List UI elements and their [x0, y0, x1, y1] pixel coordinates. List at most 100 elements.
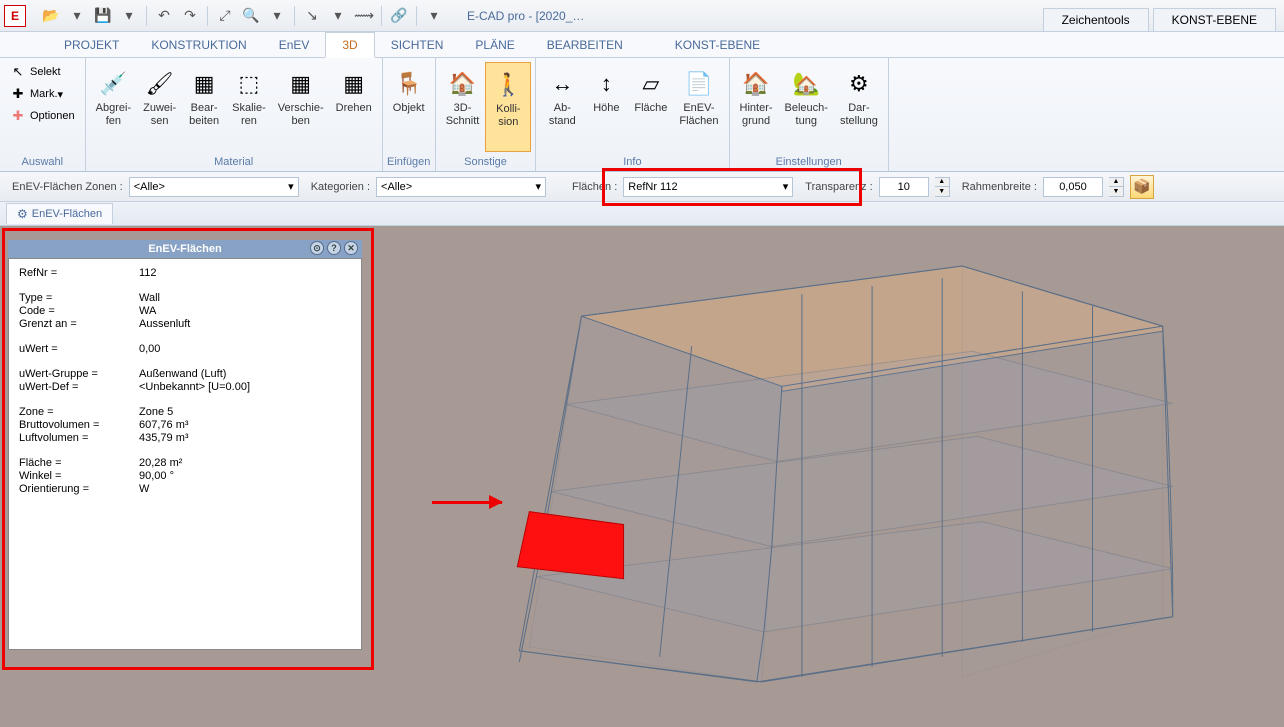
app-icon: E [4, 5, 26, 27]
hintergrund-label: Hinter-grund [740, 102, 773, 128]
open-icon[interactable]: 📂 [39, 4, 63, 28]
info-key: uWert = [19, 343, 139, 355]
schnitt-button[interactable]: 🏠3D-Schnitt [440, 62, 486, 152]
spinner-down-icon[interactable]: ▼ [935, 187, 949, 196]
redo-icon[interactable]: ↷ [178, 4, 202, 28]
separator [381, 6, 382, 26]
tab-sichten[interactable]: SICHTEN [375, 33, 460, 57]
pin-icon[interactable]: ⊙ [310, 241, 324, 255]
tab-enev[interactable]: EnEV [263, 33, 326, 57]
info-key: RefNr = [19, 267, 139, 279]
viewport-3d[interactable] [400, 236, 1274, 717]
info-value: Außenwand (Luft) [139, 368, 226, 380]
mark-button[interactable]: ✚Mark. ▾ [4, 84, 69, 104]
abgreifen-button[interactable]: 💉Abgrei-fen [90, 62, 137, 152]
zuweisen-button[interactable]: 🖌Zuwei-sen [137, 62, 182, 152]
darstellung-button[interactable]: ⚙Dar-stellung [834, 62, 884, 152]
bearbeiten-button[interactable]: ▦Bear-beiten [182, 62, 226, 152]
chevron-down-icon[interactable]: ▾ [117, 4, 141, 28]
rahmenbreite-input[interactable] [1043, 177, 1103, 197]
beleuchtung-button[interactable]: 🏡Beleuch-tung [779, 62, 834, 152]
transparenz-input[interactable] [879, 177, 929, 197]
tab-bearbeiten[interactable]: BEARBEITEN [531, 33, 639, 57]
cube-view-button[interactable]: 📦 [1130, 175, 1154, 199]
arrow-annotation [432, 501, 502, 504]
group-label-material: Material [90, 155, 378, 169]
info-value: 435,79 m³ [139, 432, 189, 444]
link-icon[interactable]: 🔗 [387, 4, 411, 28]
path-icon[interactable]: ⟿ [352, 4, 376, 28]
chair-icon: 🪑 [393, 68, 425, 100]
kategorien-value: <Alle> [381, 181, 412, 193]
drehen-button[interactable]: ▦Drehen [330, 62, 378, 152]
lighting-icon: 🏡 [790, 68, 822, 100]
separator [146, 6, 147, 26]
info-value: Zone 5 [139, 406, 173, 418]
info-row: Orientierung =W [19, 483, 351, 495]
info-row: Bruttovolumen =607,76 m³ [19, 419, 351, 431]
spinner-up-icon[interactable]: ▲ [935, 178, 949, 188]
tab-projekt[interactable]: PROJEKT [48, 33, 135, 57]
enev-zonen-select[interactable]: <Alle>▾ [129, 177, 299, 197]
panel-body: RefNr =112Type =WallCode =WAGrenzt an =A… [8, 258, 362, 650]
enev-flaechen-label: EnEV-Flächen [679, 102, 718, 128]
background-icon: 🏠 [740, 68, 772, 100]
flaeche-button[interactable]: ▱Fläche [628, 62, 673, 152]
rahmen-spinner[interactable]: ▲▼ [1109, 177, 1124, 197]
zoom-icon[interactable]: 🔍 [239, 4, 263, 28]
tab-3d[interactable]: 3D [325, 32, 374, 58]
chevron-down-icon[interactable]: ▾ [326, 4, 350, 28]
close-icon[interactable]: ✕ [344, 241, 358, 255]
objekt-button[interactable]: 🪑 Objekt [387, 62, 431, 152]
kollision-button[interactable]: 🚶Kolli-sion [485, 62, 531, 152]
help-icon[interactable]: ? [327, 241, 341, 255]
property-bar: EnEV-Flächen Zonen : <Alle>▾ Kategorien … [0, 172, 1284, 202]
distance-icon: ↔ [546, 68, 578, 100]
subtab-enev-flaechen[interactable]: ⚙EnEV-Flächen [6, 203, 113, 224]
ctx-tab-zeichentools[interactable]: Zeichentools [1043, 8, 1149, 31]
info-key: uWert-Gruppe = [19, 368, 139, 380]
ctx-tab-konst-ebene[interactable]: KONST-EBENE [1153, 8, 1276, 31]
contextual-tabs: Zeichentools KONST-EBENE [1043, 0, 1280, 31]
flaeche-label: Fläche [634, 102, 667, 115]
enev-flaechen-button[interactable]: 📄EnEV-Flächen [673, 62, 724, 152]
hoehe-button[interactable]: ↕Höhe [584, 62, 628, 152]
flaechen-label: Flächen : [572, 181, 617, 193]
transparenz-spinner[interactable]: ▲▼ [935, 177, 950, 197]
spinner-up-icon[interactable]: ▲ [1109, 178, 1123, 188]
ribbon: ↖Selekt ✚Mark. ▾ ✚Optionen Auswahl 💉Abgr… [0, 58, 1284, 172]
darstellung-label: Dar-stellung [840, 102, 878, 128]
fit-icon[interactable]: ⤢ [213, 4, 237, 28]
save-icon[interactable]: 💾 [91, 4, 115, 28]
verschieben-button[interactable]: ▦Verschie-ben [272, 62, 330, 152]
hintergrund-button[interactable]: 🏠Hinter-grund [734, 62, 779, 152]
info-row: Type =Wall [19, 292, 351, 304]
group-label-sonstige: Sonstige [440, 155, 532, 169]
scale-icon: ⬚ [233, 68, 265, 100]
section-icon: 🏠 [447, 68, 479, 100]
abstand-button[interactable]: ↔Ab-stand [540, 62, 584, 152]
group-label-info: Info [540, 155, 724, 169]
objekt-label: Objekt [393, 102, 425, 115]
tab-plaene[interactable]: PLÄNE [459, 33, 530, 57]
eyedropper-icon: 💉 [97, 68, 129, 100]
tab-konst-ebene[interactable]: KONST-EBENE [659, 33, 776, 57]
skalieren-button[interactable]: ⬚Skalie-ren [226, 62, 272, 152]
optionen-button[interactable]: ✚Optionen [4, 106, 81, 126]
kollision-label: Kolli-sion [496, 103, 520, 129]
line-icon[interactable]: ↘ [300, 4, 324, 28]
tab-konstruktion[interactable]: KONSTRUKTION [135, 33, 262, 57]
kategorien-select[interactable]: <Alle>▾ [376, 177, 546, 197]
flaechen-select[interactable]: RefNr 112▾ [623, 177, 793, 197]
height-icon: ↕ [590, 68, 622, 100]
chevron-down-icon[interactable]: ▾ [265, 4, 289, 28]
undo-icon[interactable]: ↶ [152, 4, 176, 28]
info-key: Bruttovolumen = [19, 419, 139, 431]
chevron-down-icon[interactable]: ▾ [65, 4, 89, 28]
selekt-button[interactable]: ↖Selekt [4, 62, 67, 82]
subtab-label: EnEV-Flächen [32, 208, 102, 220]
chevron-down-icon[interactable]: ▾ [422, 4, 446, 28]
info-key: Code = [19, 305, 139, 317]
info-row: Winkel =90,00 ° [19, 470, 351, 482]
group-label-auswahl: Auswahl [4, 155, 81, 169]
